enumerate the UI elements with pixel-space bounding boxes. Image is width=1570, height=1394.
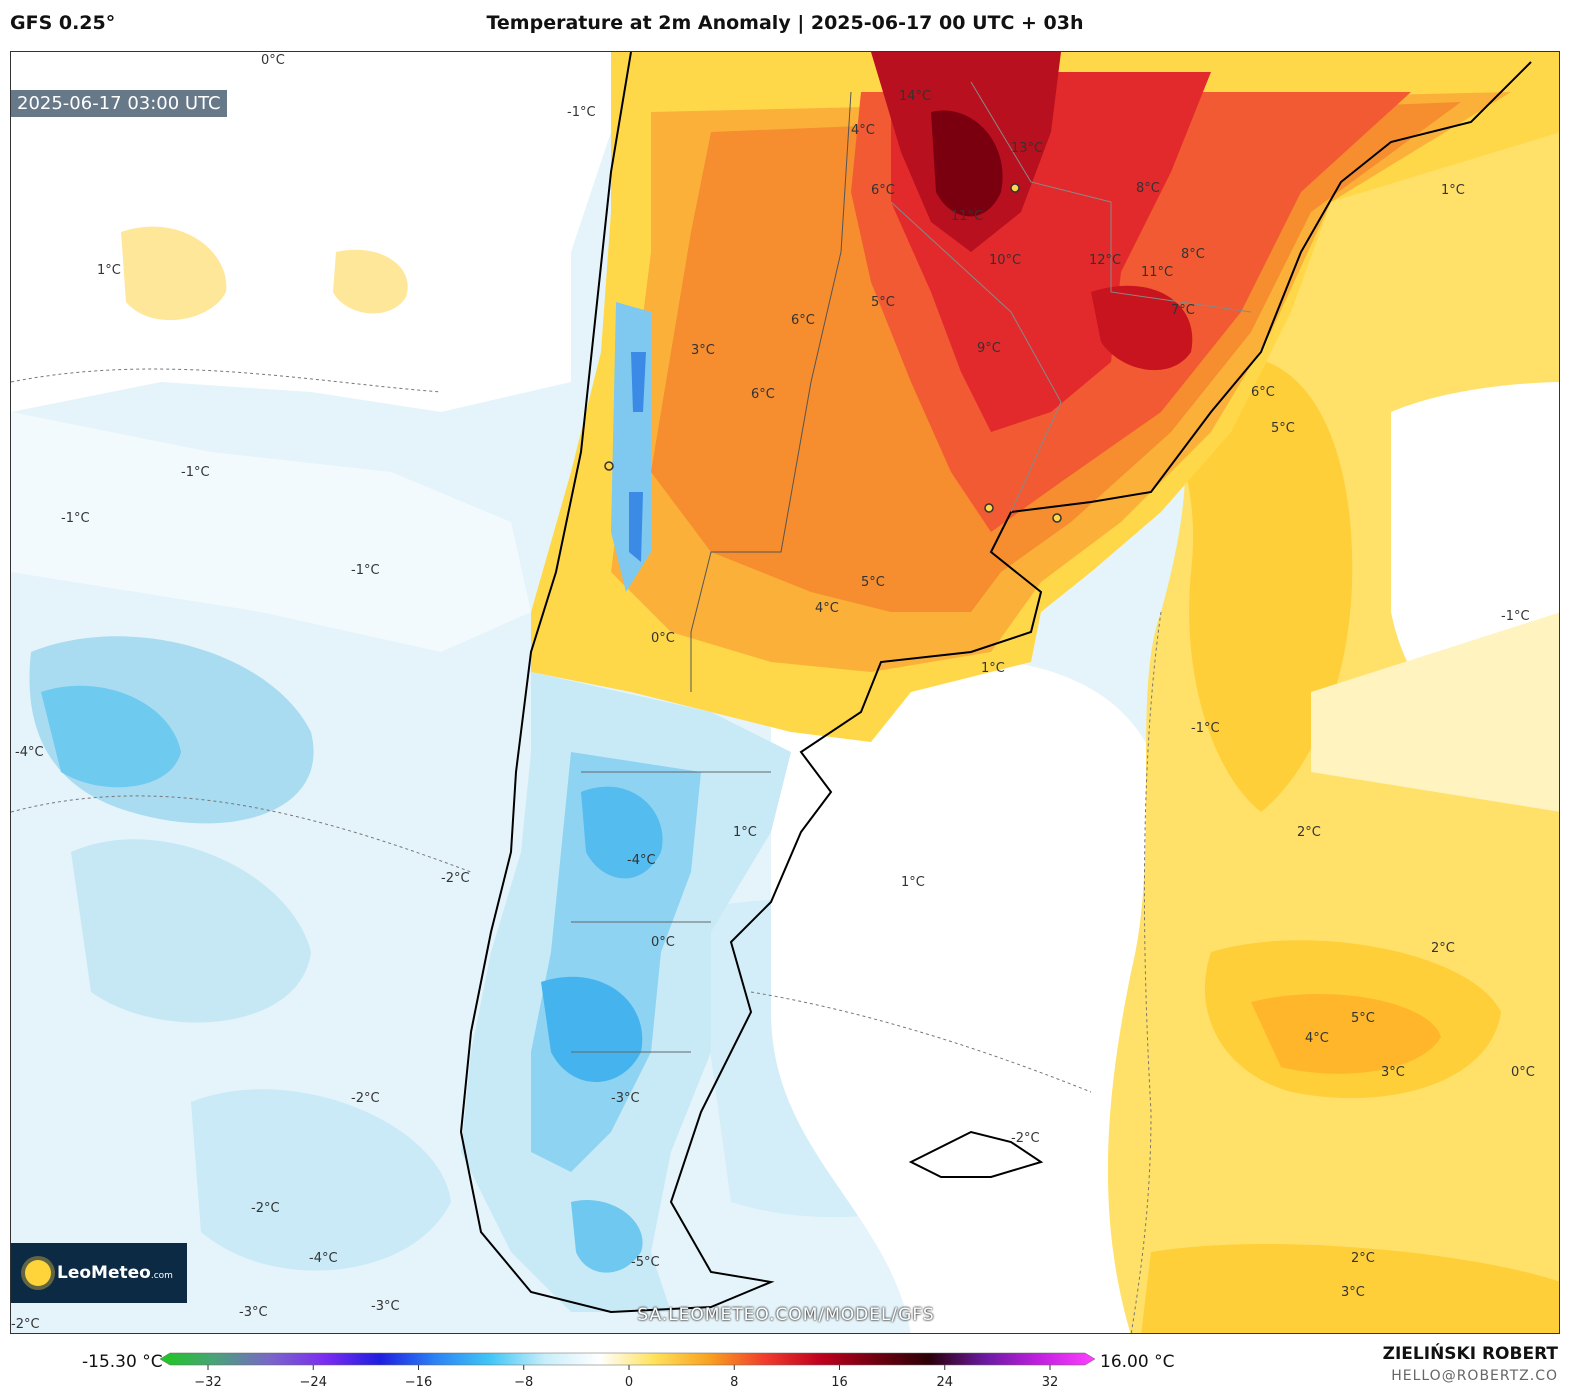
- colorbar-tick-label: 0: [625, 1375, 633, 1390]
- contour-label: 3°C: [691, 343, 715, 358]
- contour-label: -4°C: [15, 745, 44, 760]
- colorbar-gradient: [160, 1352, 1096, 1366]
- contour-label: -4°C: [309, 1251, 338, 1266]
- contour-label: 10°C: [989, 253, 1021, 268]
- colorbar-ticks: −32 −24 −16 −8 0 8 16 24 32: [194, 1365, 1058, 1390]
- contour-label: 8°C: [1136, 181, 1160, 196]
- contour-label: 4°C: [815, 601, 839, 616]
- contour-label: 8°C: [1181, 247, 1205, 262]
- contour-label: 4°C: [851, 123, 875, 138]
- contour-label: 12°C: [1089, 253, 1121, 268]
- contour-label: -4°C: [627, 853, 656, 868]
- contour-label: 0°C: [651, 935, 675, 950]
- logo-text: LeoMeteo.com: [57, 1263, 173, 1283]
- contour-label: 1°C: [901, 875, 925, 890]
- weather-map[interactable]: 14°C 13°C 12°C 11°C 11°C 10°C 9°C 8°C 8°…: [10, 51, 1560, 1334]
- contour-label: -2°C: [351, 1091, 380, 1106]
- contour-label: 6°C: [871, 183, 895, 198]
- contour-label: 14°C: [899, 89, 931, 104]
- contour-label: -3°C: [611, 1091, 640, 1106]
- colorbar-tick-label: −32: [194, 1375, 221, 1390]
- contour-label: -3°C: [371, 1299, 400, 1314]
- site-watermark: SA.LEOMETEO.COM/MODEL/GFS: [637, 1305, 935, 1325]
- contour-label: 5°C: [861, 575, 885, 590]
- contour-label: -1°C: [1191, 721, 1220, 736]
- contour-label: -2°C: [251, 1201, 280, 1216]
- contour-label: 7°C: [1171, 303, 1195, 318]
- colorbar-max-label: 16.00 °C: [1100, 1352, 1175, 1372]
- contour-label: 2°C: [1297, 825, 1321, 840]
- colorbar-tick-label: 32: [1042, 1375, 1059, 1390]
- contour-label: 2°C: [1431, 941, 1455, 956]
- contour-label: 6°C: [791, 313, 815, 328]
- contour-label: 4°C: [1305, 1031, 1329, 1046]
- colorbar-scale: −32 −24 −16 −8 0 8 16 24 32: [160, 1352, 1096, 1390]
- contour-label: 0°C: [1511, 1065, 1535, 1080]
- contour-label: -2°C: [11, 1317, 40, 1332]
- author-name: ZIELIŃSKI ROBERT: [1382, 1344, 1558, 1364]
- contour-label: -2°C: [1011, 1131, 1040, 1146]
- colorbar-tick-label: −16: [405, 1375, 432, 1390]
- contour-label: 1°C: [97, 263, 121, 278]
- contour-label: 1°C: [1441, 183, 1465, 198]
- contour-label: 3°C: [1341, 1285, 1365, 1300]
- colorbar-tick-label: −24: [300, 1375, 327, 1390]
- contour-label: -1°C: [351, 563, 380, 578]
- colorbar-tick-label: 24: [936, 1375, 953, 1390]
- colorbar-tick-label: 16: [831, 1375, 848, 1390]
- contour-label: 3°C: [1381, 1065, 1405, 1080]
- logo-name: LeoMeteo: [57, 1263, 151, 1283]
- anomaly-field: 14°C 13°C 12°C 11°C 11°C 10°C 9°C 8°C 8°…: [11, 52, 1559, 1333]
- colorbar: -15.30 °C −32 −24 −16 −8 0 8 16 24 32 16.00 °C: [0, 1340, 1570, 1394]
- contour-label: 5°C: [871, 295, 895, 310]
- contour-label: -1°C: [1501, 609, 1530, 624]
- leometeo-logo[interactable]: LeoMeteo.com: [11, 1243, 187, 1303]
- contour-label: -5°C: [631, 1255, 660, 1270]
- sun-icon: [25, 1260, 51, 1286]
- contour-label: 5°C: [1351, 1011, 1375, 1026]
- contour-label: -1°C: [567, 105, 596, 120]
- contour-label: 9°C: [977, 341, 1001, 356]
- contour-label: 6°C: [751, 387, 775, 402]
- valid-time-badge: 2025-06-17 03:00 UTC: [11, 90, 227, 117]
- contour-labels: 14°C 13°C 12°C 11°C 11°C 10°C 9°C 8°C 8°…: [11, 53, 1535, 1332]
- contour-label: 0°C: [651, 631, 675, 646]
- contour-label: 0°C: [261, 53, 285, 68]
- contour-label: -3°C: [239, 1305, 268, 1320]
- contour-label: 5°C: [1271, 421, 1295, 436]
- colorbar-tick-label: −8: [514, 1375, 533, 1390]
- author-email: HELLO@ROBERTZ.CO: [1391, 1368, 1558, 1384]
- contour-label: 11°C: [951, 209, 983, 224]
- contour-label: -1°C: [181, 465, 210, 480]
- contour-label: 1°C: [981, 661, 1005, 676]
- model-name: GFS 0.25°: [10, 12, 116, 34]
- map-title: Temperature at 2m Anomaly | 2025-06-17 0…: [486, 12, 1084, 34]
- colorbar-tick-label: 8: [730, 1375, 738, 1390]
- contour-label: 13°C: [1011, 141, 1043, 156]
- contour-label: 2°C: [1351, 1251, 1375, 1266]
- colorbar-min-label: -15.30 °C: [82, 1352, 163, 1372]
- contour-label: -2°C: [441, 871, 470, 886]
- logo-suffix: .com: [150, 1271, 173, 1281]
- contour-label: -1°C: [61, 511, 90, 526]
- contour-label: 6°C: [1251, 385, 1275, 400]
- contour-label: 1°C: [733, 825, 757, 840]
- contour-label: 11°C: [1141, 265, 1173, 280]
